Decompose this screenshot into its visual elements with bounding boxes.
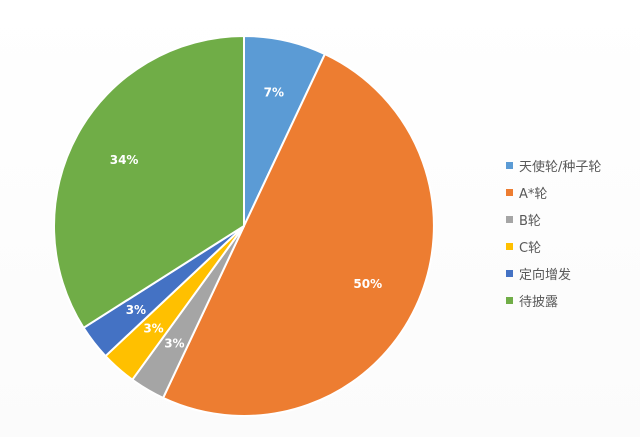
slice-label: 3%: [143, 322, 163, 336]
slice-label: 50%: [353, 277, 382, 291]
legend-item: 天使轮/种子轮: [506, 152, 640, 179]
legend-swatch: [506, 270, 513, 277]
pie-slice: [162, 53, 435, 417]
legend-item: A*轮: [506, 179, 640, 206]
legend-swatch: [506, 216, 513, 223]
legend-label: 天使轮/种子轮: [519, 160, 602, 175]
legend-swatch: [506, 297, 513, 304]
slice-label: 3%: [126, 303, 146, 317]
pie-slice: [53, 35, 245, 329]
legend-label: C轮: [519, 241, 542, 256]
slice-label: 34%: [110, 153, 139, 167]
legend-label: B轮: [519, 214, 541, 229]
legend-item: 待披露: [506, 287, 640, 314]
pie-labels: 7%50%3%3%3%34%: [110, 86, 382, 351]
legend-label: A*轮: [519, 187, 548, 202]
legend-swatch: [506, 243, 513, 250]
slice-label: 3%: [164, 337, 184, 351]
legend-swatch: [506, 189, 513, 196]
legend-label: 待披露: [519, 295, 559, 310]
legend: 天使轮/种子轮 A*轮 B轮 C轮 定向增发 待披露: [506, 152, 640, 314]
legend-item: 定向增发: [506, 260, 640, 287]
legend-item: C轮: [506, 233, 640, 260]
legend-label: 定向增发: [519, 268, 572, 283]
legend-item: B轮: [506, 206, 640, 233]
legend-swatch: [506, 162, 513, 169]
slice-label: 7%: [264, 86, 284, 100]
pie-slices: [53, 35, 435, 417]
